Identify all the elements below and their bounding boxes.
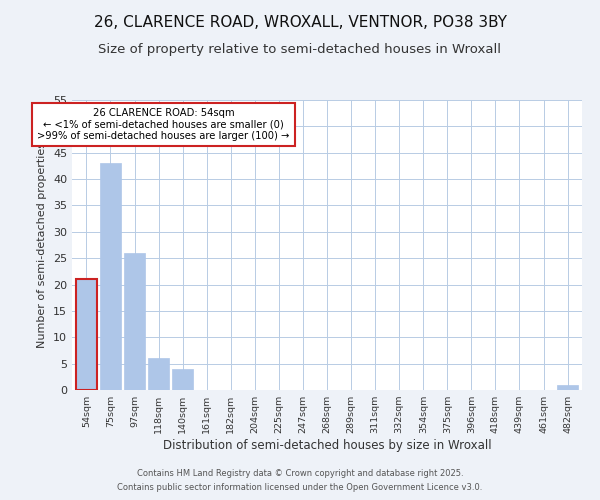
Bar — [148, 358, 169, 390]
Bar — [76, 280, 97, 390]
X-axis label: Distribution of semi-detached houses by size in Wroxall: Distribution of semi-detached houses by … — [163, 439, 491, 452]
Text: 26, CLARENCE ROAD, WROXALL, VENTNOR, PO38 3BY: 26, CLARENCE ROAD, WROXALL, VENTNOR, PO3… — [94, 15, 506, 30]
Bar — [100, 164, 121, 390]
Text: Contains public sector information licensed under the Open Government Licence v3: Contains public sector information licen… — [118, 484, 482, 492]
Text: Contains HM Land Registry data © Crown copyright and database right 2025.: Contains HM Land Registry data © Crown c… — [137, 468, 463, 477]
Bar — [557, 384, 578, 390]
Bar — [124, 253, 145, 390]
Bar — [172, 369, 193, 390]
Text: Size of property relative to semi-detached houses in Wroxall: Size of property relative to semi-detach… — [98, 42, 502, 56]
Y-axis label: Number of semi-detached properties: Number of semi-detached properties — [37, 142, 47, 348]
Text: 26 CLARENCE ROAD: 54sqm
← <1% of semi-detached houses are smaller (0)
>99% of se: 26 CLARENCE ROAD: 54sqm ← <1% of semi-de… — [37, 108, 290, 141]
